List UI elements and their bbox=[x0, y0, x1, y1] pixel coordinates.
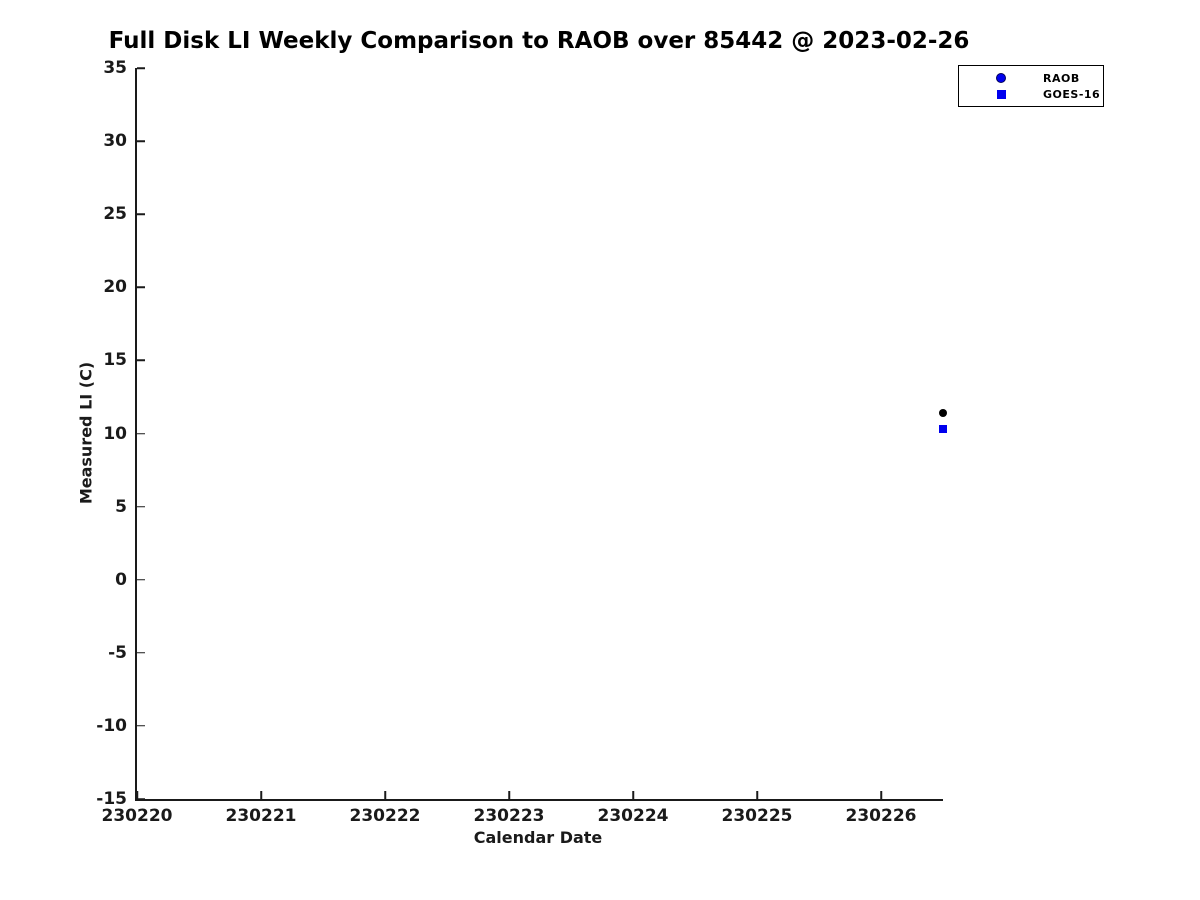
y-tick-label: -5 bbox=[108, 642, 127, 663]
legend-marker-cell bbox=[959, 89, 1043, 99]
x-tick-label: 230225 bbox=[721, 806, 793, 826]
y-tick-mark bbox=[137, 578, 145, 581]
data-point-goes-16 bbox=[939, 425, 947, 434]
y-tick-mark bbox=[137, 67, 145, 69]
y-tick-mark bbox=[137, 286, 145, 289]
x-tick-mark bbox=[632, 791, 634, 799]
y-tick-mark bbox=[137, 140, 145, 142]
x-tick-label: 230222 bbox=[349, 806, 421, 826]
y-tick-label: 10 bbox=[103, 423, 127, 444]
y-tick-label: -15 bbox=[96, 789, 127, 809]
legend-marker-circle-icon bbox=[996, 73, 1006, 83]
legend-marker-cell bbox=[959, 73, 1043, 83]
plot-area: 230220 230221 230222 230223 230224 230225 2302… bbox=[96, 58, 947, 826]
chart-title: Full Disk LI Weekly Comparison to RAOB o… bbox=[108, 28, 970, 54]
y-tick-label: 20 bbox=[103, 277, 127, 298]
legend-label: RAOB bbox=[1043, 71, 1080, 85]
x-tick-label: 230224 bbox=[597, 806, 669, 826]
x-axis-label: Calendar Date bbox=[473, 828, 603, 847]
x-tick-mark bbox=[880, 791, 882, 799]
x-tick-label: 230223 bbox=[473, 806, 545, 826]
x-tick-mark bbox=[756, 791, 758, 799]
y-tick-label: 25 bbox=[103, 204, 127, 225]
x-tick-label: 230220 bbox=[101, 806, 173, 826]
y-tick-mark bbox=[137, 725, 145, 727]
x-tick-mark bbox=[136, 791, 138, 799]
y-tick-mark bbox=[137, 359, 145, 362]
y-tick-label: 15 bbox=[103, 350, 127, 371]
y-tick-mark bbox=[137, 213, 145, 215]
y-tick-mark bbox=[137, 505, 145, 508]
data-point-raob bbox=[939, 409, 947, 418]
x-tick-mark bbox=[384, 791, 386, 799]
y-tick-label: -10 bbox=[96, 715, 127, 736]
legend-item-raob: RAOB bbox=[959, 70, 1103, 86]
legend-item-goes-16: GOES-16 bbox=[959, 86, 1103, 102]
y-tick-label: 5 bbox=[115, 496, 127, 517]
y-tick-mark bbox=[137, 432, 145, 435]
x-tick-label: 230226 bbox=[845, 806, 917, 826]
x-tick-mark bbox=[508, 791, 510, 799]
legend-marker-square-icon bbox=[996, 89, 1006, 99]
y-tick-mark bbox=[137, 798, 145, 800]
y-tick-label: 30 bbox=[103, 131, 127, 152]
legend-label: GOES-16 bbox=[1043, 87, 1101, 101]
x-tick-label: 230221 bbox=[225, 806, 297, 826]
y-tick-label: 35 bbox=[103, 58, 127, 78]
legend: RAOB GOES-16 bbox=[958, 65, 1104, 107]
y-tick-label: 0 bbox=[115, 569, 127, 590]
x-tick-mark bbox=[260, 791, 262, 799]
y-tick-mark bbox=[137, 652, 145, 654]
